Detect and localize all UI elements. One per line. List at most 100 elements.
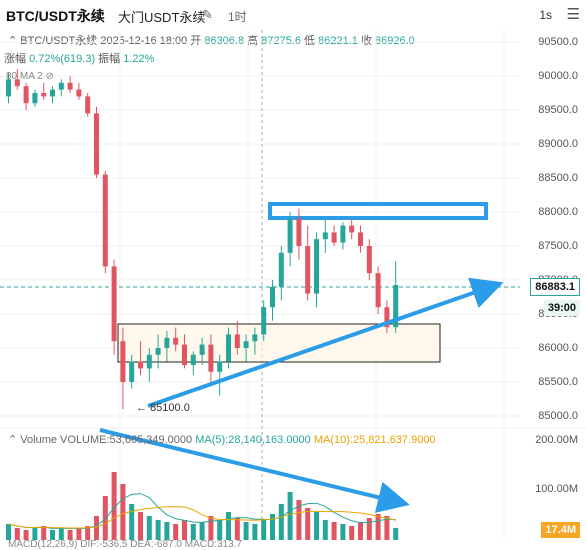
candle-body [85, 96, 91, 114]
volume-bar [226, 512, 231, 540]
price-axis-label: 85500.0 [538, 376, 578, 388]
volume-current-tag: 17.4M [541, 522, 580, 538]
candle-body [296, 218, 302, 246]
volume-bar [314, 512, 319, 540]
datetime: 2025-12-16 18:00 [100, 35, 188, 47]
candle-body [393, 285, 399, 328]
volume-bar [23, 530, 29, 540]
volume-bar [340, 524, 346, 540]
volume-bar [102, 496, 108, 540]
candle-body [146, 354, 152, 369]
timeframe-label[interactable]: 1时 [228, 10, 247, 24]
candle-body [41, 93, 47, 97]
volume-bar [129, 504, 135, 540]
volume-legend: ⌃ Volume VOLUME:53,665,349.0000 MA(5):28… [8, 433, 436, 446]
candle-body [261, 307, 267, 335]
volume-bar [111, 472, 117, 540]
price-axis-label: 88000.0 [538, 206, 578, 218]
volume-bar [155, 520, 161, 540]
pair-title[interactable]: BTC/USDT永续 [6, 8, 105, 24]
candle-body [173, 337, 179, 345]
volume-value: VOLUME:53,665,349.0000 [60, 434, 193, 446]
candle-body [287, 218, 293, 253]
low-marker: ← 85100.0 [136, 402, 190, 414]
price-axis-label: 89000.0 [538, 138, 578, 150]
candle-body [384, 307, 390, 328]
ma-label: MA [19, 71, 35, 82]
candle-body [102, 174, 108, 267]
volume-bar [358, 522, 363, 540]
volume-bar [199, 522, 205, 540]
collapse-volume-icon[interactable]: ⌃ [8, 434, 18, 446]
volume-bar [173, 524, 179, 540]
candle-body [208, 344, 214, 372]
volume-axis-100: 100.00M [535, 483, 578, 495]
open-label: 开 [190, 35, 202, 47]
trend-arrow-volume [99, 428, 410, 513]
volume-bar [322, 520, 328, 540]
volume-bar [146, 516, 152, 540]
high-value: 87275.6 [261, 35, 301, 47]
candle-body [252, 334, 258, 342]
volume-bar [287, 492, 293, 540]
candle-body [234, 334, 240, 348]
candle-body [76, 89, 82, 97]
candle-body [278, 252, 284, 287]
ohlc-info: ⌃ BTC/USDT永续 2025-12-16 18:00 开 86306.8 … [8, 32, 415, 48]
candle-body [32, 93, 38, 104]
volume-bar [305, 508, 311, 540]
resistance-box [268, 202, 488, 220]
close-label: 收 [360, 35, 372, 47]
candle-body [138, 361, 143, 369]
candle-body [23, 86, 29, 104]
candle-body [314, 239, 319, 294]
macd-legend: MACD(12,26,9) DIF:-536.5 DEA:-687.0 MACD… [8, 539, 242, 550]
volume-bar [76, 528, 82, 540]
candle-body [305, 246, 311, 294]
chart-header: BTC/USDT永续 大门USDT永续 ✎ 1时 1s ☰ [0, 0, 586, 30]
price-axis-label: 85000.0 [538, 410, 578, 422]
volume-bar [278, 504, 284, 540]
candle-body [199, 344, 205, 355]
candle-body [58, 82, 64, 90]
candle-body [366, 246, 372, 274]
candle-body [14, 79, 20, 87]
volume-axis-200: 200.00M [535, 434, 578, 446]
candle-body [50, 89, 55, 97]
volume-bar [58, 528, 64, 540]
volume-bar [270, 514, 275, 540]
edit-icon[interactable]: ✎ [202, 7, 213, 22]
candle-body [243, 341, 249, 348]
volume-bar [331, 522, 337, 540]
volume-bar [393, 528, 399, 540]
candle-body [129, 361, 135, 382]
volume-bar [67, 530, 73, 540]
volume-ma10-line [8, 506, 396, 529]
menu-icon[interactable]: ☰ [566, 6, 580, 23]
candle-body [322, 232, 328, 240]
candle-body [358, 232, 363, 246]
price-axis-label: 87500.0 [538, 240, 578, 252]
volume-bar [6, 524, 11, 540]
candle-body [182, 344, 187, 365]
candle-body [331, 232, 337, 243]
volume-bar [41, 526, 47, 540]
volume-bar [252, 524, 258, 540]
change-info: 涨幅 0.72%(619.3) 振幅 1.22% [4, 50, 154, 66]
ma-period-1: 80 [6, 71, 18, 82]
eye-off-icon[interactable]: ⊘ [45, 71, 54, 82]
candle-body [226, 334, 231, 362]
volume-bar [234, 518, 240, 540]
volume-ma5: MA(5):28,140,163.0000 [195, 434, 311, 446]
amp-label: 振幅 [98, 53, 121, 65]
trend-arrow-up [147, 277, 504, 408]
refresh-rate[interactable]: 1s [539, 8, 552, 22]
volume-bar [50, 530, 55, 540]
candle-body [375, 273, 381, 308]
volume-bar [94, 516, 99, 540]
volume-bar [261, 520, 267, 540]
volume-bar [182, 520, 187, 540]
collapse-icon[interactable]: ⌃ [8, 35, 18, 47]
price-axis-label: 90000.0 [538, 70, 578, 82]
